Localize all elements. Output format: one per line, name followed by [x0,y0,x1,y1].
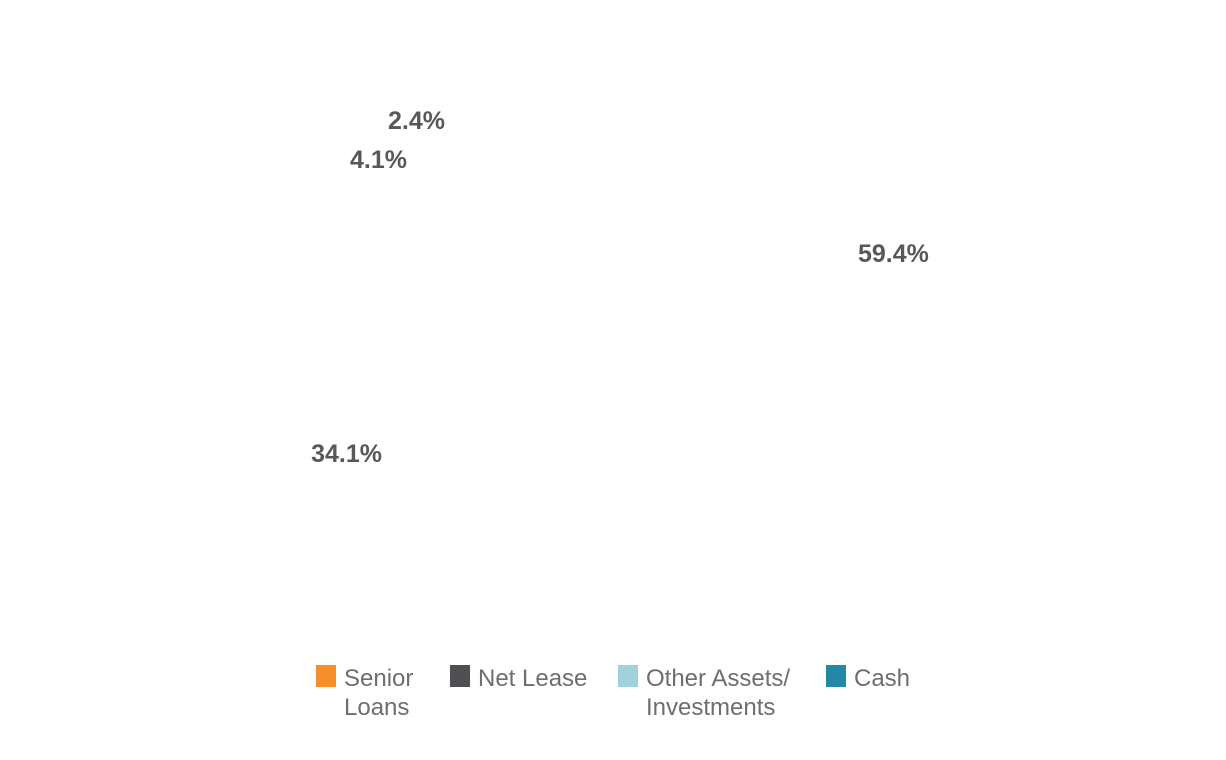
legend-label-net-lease: Net Lease [478,665,588,692]
legend-label-cash: Cash [854,665,911,692]
data-label-senior-loans: 59.4% [858,240,929,268]
legend-swatch-senior-loans [316,665,336,687]
data-label-cash: 2.4% [388,107,445,135]
legend-swatch-net-lease [450,665,470,687]
data-labels: 59.4% 34.1% 4.1% 2.4% [311,107,929,468]
data-label-net-lease: 34.1% [311,440,382,468]
legend-item-cash: Cash [826,664,910,693]
legend-swatch-cash [826,665,846,687]
legend-item-other-assets: Other Assets/ Investments [618,664,790,722]
legend-item-senior-loans: Senior Loans [316,664,413,722]
data-label-other-assets: 4.1% [350,146,407,174]
legend-label-other-assets: Other Assets/ Investments [646,665,791,721]
chart-legend: Senior Loans Net Lease Other Assets/ Inv… [316,664,936,724]
legend-label-senior-loans: Senior Loans [344,665,414,721]
legend-item-net-lease: Net Lease [450,664,587,693]
legend-swatch-other-assets [618,665,638,687]
